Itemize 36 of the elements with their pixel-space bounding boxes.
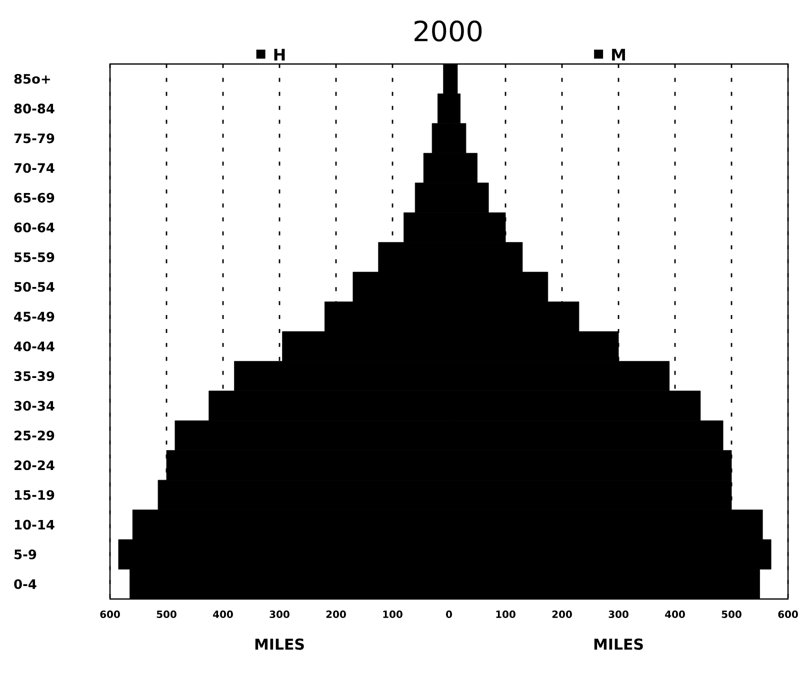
x-tick-label: 200 — [326, 610, 346, 618]
x-axis-title: MILES — [255, 638, 304, 650]
y-tick-label: 65-69 — [14, 192, 54, 203]
legend-label: M — [612, 48, 625, 60]
y-tick-label: 15-19 — [14, 490, 54, 500]
x-tick-label: 500 — [156, 610, 176, 618]
y-tick-label: 0-4 — [14, 579, 36, 590]
x-tick-label: 0 — [446, 610, 452, 618]
chart-title: 2000 — [414, 20, 482, 42]
x-tick-label: 500 — [722, 610, 742, 618]
y-tick-label: 60-64 — [14, 222, 54, 232]
x-tick-label: 400 — [213, 610, 233, 618]
x-tick-label: 300 — [608, 610, 628, 618]
x-tick-label: 600 — [100, 610, 120, 618]
y-tick-label: 50-54 — [14, 282, 54, 292]
y-tick-label: 80-84 — [14, 104, 54, 114]
y-tick-label: 20-24 — [14, 460, 54, 470]
y-tick-label: 10-14 — [14, 520, 54, 530]
y-tick-label: 25-29 — [14, 430, 54, 440]
y-tick-label: 45-49 — [14, 312, 54, 322]
x-tick-label: 100 — [383, 610, 402, 618]
y-tick-label: 85o+ — [14, 74, 50, 84]
text: MILES — [594, 638, 643, 650]
x-tick-label: 600 — [778, 610, 798, 618]
y-tick-label: 75-79 — [14, 133, 54, 144]
x-tick-label: 200 — [552, 610, 572, 618]
x-tick-label: 100 — [496, 610, 516, 618]
y-tick-label: 40-44 — [14, 341, 54, 352]
y-tick-label: 55-59 — [14, 252, 54, 262]
y-tick-label: 30-34 — [14, 400, 54, 411]
y-tick-label: 70-74 — [14, 163, 54, 173]
legend-label: H — [274, 48, 285, 60]
y-tick-label: 35-39 — [14, 371, 54, 381]
x-tick-label: 300 — [270, 610, 290, 618]
x-tick-label: 400 — [665, 610, 685, 618]
y-tick-label: 5-9 — [14, 550, 36, 560]
